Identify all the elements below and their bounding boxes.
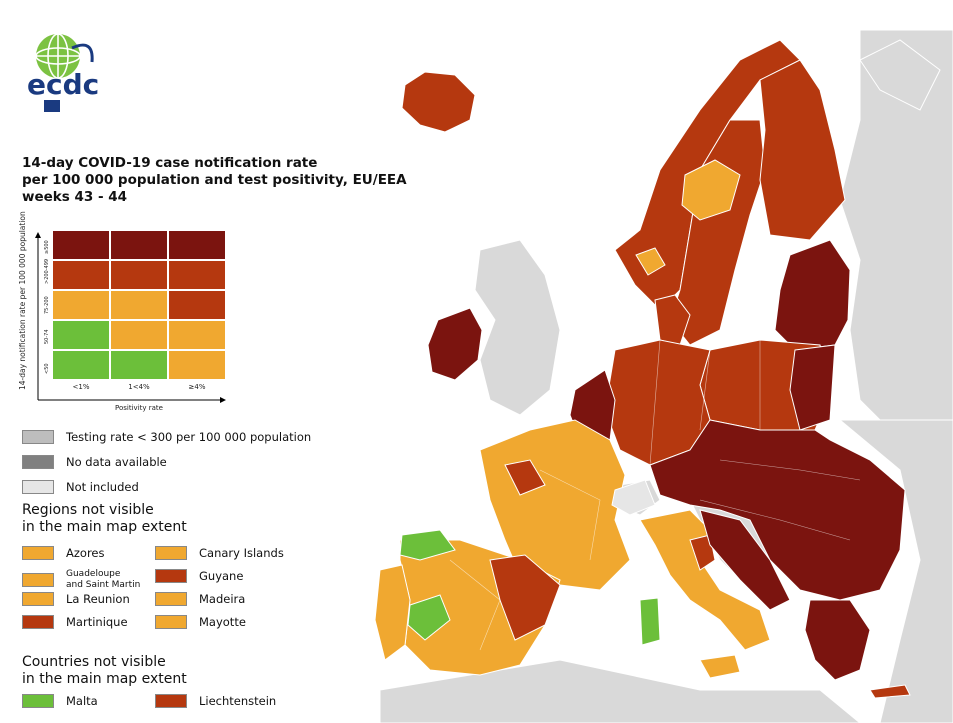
matrix-cell xyxy=(110,320,168,350)
legend-swatch xyxy=(22,615,54,629)
matrix-col-label: <1% xyxy=(72,383,90,391)
regions-title-line-2: in the main map extent xyxy=(22,519,187,535)
denmark xyxy=(654,294,691,346)
legend-label: Azores xyxy=(66,546,105,560)
legend-label: Mayotte xyxy=(199,615,246,629)
matrix-cell xyxy=(110,230,168,260)
matrix-y-axis-label: 14-day notification rate per 100 000 pop… xyxy=(18,211,27,390)
sicily xyxy=(699,654,741,679)
iceland xyxy=(401,71,476,133)
legend-swatch xyxy=(155,546,187,560)
map-title: 14-day COVID-19 case notification rate p… xyxy=(22,155,407,206)
status-legend-item: Testing rate < 300 per 100 000 populatio… xyxy=(22,430,311,444)
ecdc-logo: ecdc xyxy=(22,28,132,120)
matrix-cell xyxy=(110,260,168,290)
portugal xyxy=(374,564,411,661)
legend-swatch xyxy=(22,430,54,444)
legend-label: Canary Islands xyxy=(199,546,284,560)
countries-title-line-2: in the main map extent xyxy=(22,671,187,687)
norway-region-yellow xyxy=(635,247,666,276)
ecdc-wordmark: ecdc xyxy=(27,68,99,101)
italy-region-red xyxy=(689,534,716,571)
title-line-2: per 100 000 population and test positivi… xyxy=(22,172,407,188)
matrix-cell xyxy=(168,320,226,350)
cyprus xyxy=(869,684,911,699)
legend-label: Guyane xyxy=(199,569,244,583)
central-east xyxy=(649,419,906,601)
legend-label: La Reunion xyxy=(66,592,130,606)
globe-icon: ecdc xyxy=(27,33,99,112)
region-legend-item: Madeira xyxy=(155,592,245,606)
france-region-red xyxy=(504,459,546,496)
region-legend-item: Mayotte xyxy=(155,615,246,629)
matrix-cell xyxy=(110,350,168,380)
legend-label: Madeira xyxy=(199,592,246,606)
region-legend-item: Martinique xyxy=(22,615,128,629)
status-legend-item: Not included xyxy=(22,480,139,494)
title-line-3: weeks 43 - 44 xyxy=(22,189,128,205)
non-eu-land xyxy=(379,29,953,723)
legend-swatch xyxy=(22,480,54,494)
matrix-cell xyxy=(52,260,110,290)
region-legend-item: La Reunion xyxy=(22,592,130,606)
region-legend-item: Canary Islands xyxy=(155,546,284,560)
spain-region-green xyxy=(399,529,456,561)
legend-swatch xyxy=(22,573,54,587)
finland xyxy=(759,59,846,241)
region-legend-item: Guadeloupe and Saint Martin xyxy=(22,569,140,591)
legend-swatch xyxy=(22,592,54,606)
risk-matrix xyxy=(52,230,226,380)
region-legend-item: Azores xyxy=(22,546,104,560)
matrix-cell xyxy=(168,230,226,260)
legend-swatch xyxy=(155,615,187,629)
switzerland xyxy=(611,479,656,516)
regions-title: Regions not visible in the main map exte… xyxy=(22,502,187,536)
matrix-cell xyxy=(52,290,110,320)
legend-label: No data available xyxy=(66,455,167,469)
matrix-cell xyxy=(168,350,226,380)
region-legend-item: Guyane xyxy=(155,569,243,583)
country-legend-item: Liechtenstein xyxy=(155,694,276,708)
spain-region-green-2 xyxy=(407,594,451,641)
legend-label: Malta xyxy=(66,694,98,708)
regions-title-line-1: Regions not visible xyxy=(22,502,154,518)
legend-swatch xyxy=(22,455,54,469)
croatia xyxy=(699,509,791,611)
matrix-x-axis-label: Positivity rate xyxy=(115,404,163,412)
matrix-col-label: ≥4% xyxy=(188,383,206,391)
title-line-1: 14-day COVID-19 case notification rate xyxy=(22,155,318,171)
matrix-cell xyxy=(110,290,168,320)
matrix-cell xyxy=(52,230,110,260)
legend-swatch xyxy=(155,592,187,606)
legend-swatch xyxy=(22,694,54,708)
matrix-col-label: 1<4% xyxy=(128,383,150,391)
legend-swatch xyxy=(22,546,54,560)
legend-label: Testing rate < 300 per 100 000 populatio… xyxy=(66,430,312,444)
legend-swatch xyxy=(155,569,187,583)
legend-label: Not included xyxy=(66,480,139,494)
legend-label: Guadeloupe and Saint Martin xyxy=(66,569,141,590)
legend-swatch xyxy=(155,694,187,708)
sweden-region-yellow xyxy=(681,159,741,221)
greece xyxy=(804,599,871,681)
sardinia xyxy=(639,597,661,646)
countries-title-line-1: Countries not visible xyxy=(22,654,166,670)
axis-arrows xyxy=(35,232,226,403)
ireland xyxy=(427,307,483,381)
legend-label: Martinique xyxy=(66,615,128,629)
country-legend-item: Malta xyxy=(22,694,98,708)
legend-label: Liechtenstein xyxy=(199,694,277,708)
poland-east xyxy=(789,344,836,431)
matrix-cell xyxy=(168,260,226,290)
matrix-cell xyxy=(168,290,226,320)
status-legend-item: No data available xyxy=(22,455,167,469)
matrix-cell xyxy=(52,320,110,350)
countries-title: Countries not visible in the main map ex… xyxy=(22,654,187,688)
matrix-cell xyxy=(52,350,110,380)
